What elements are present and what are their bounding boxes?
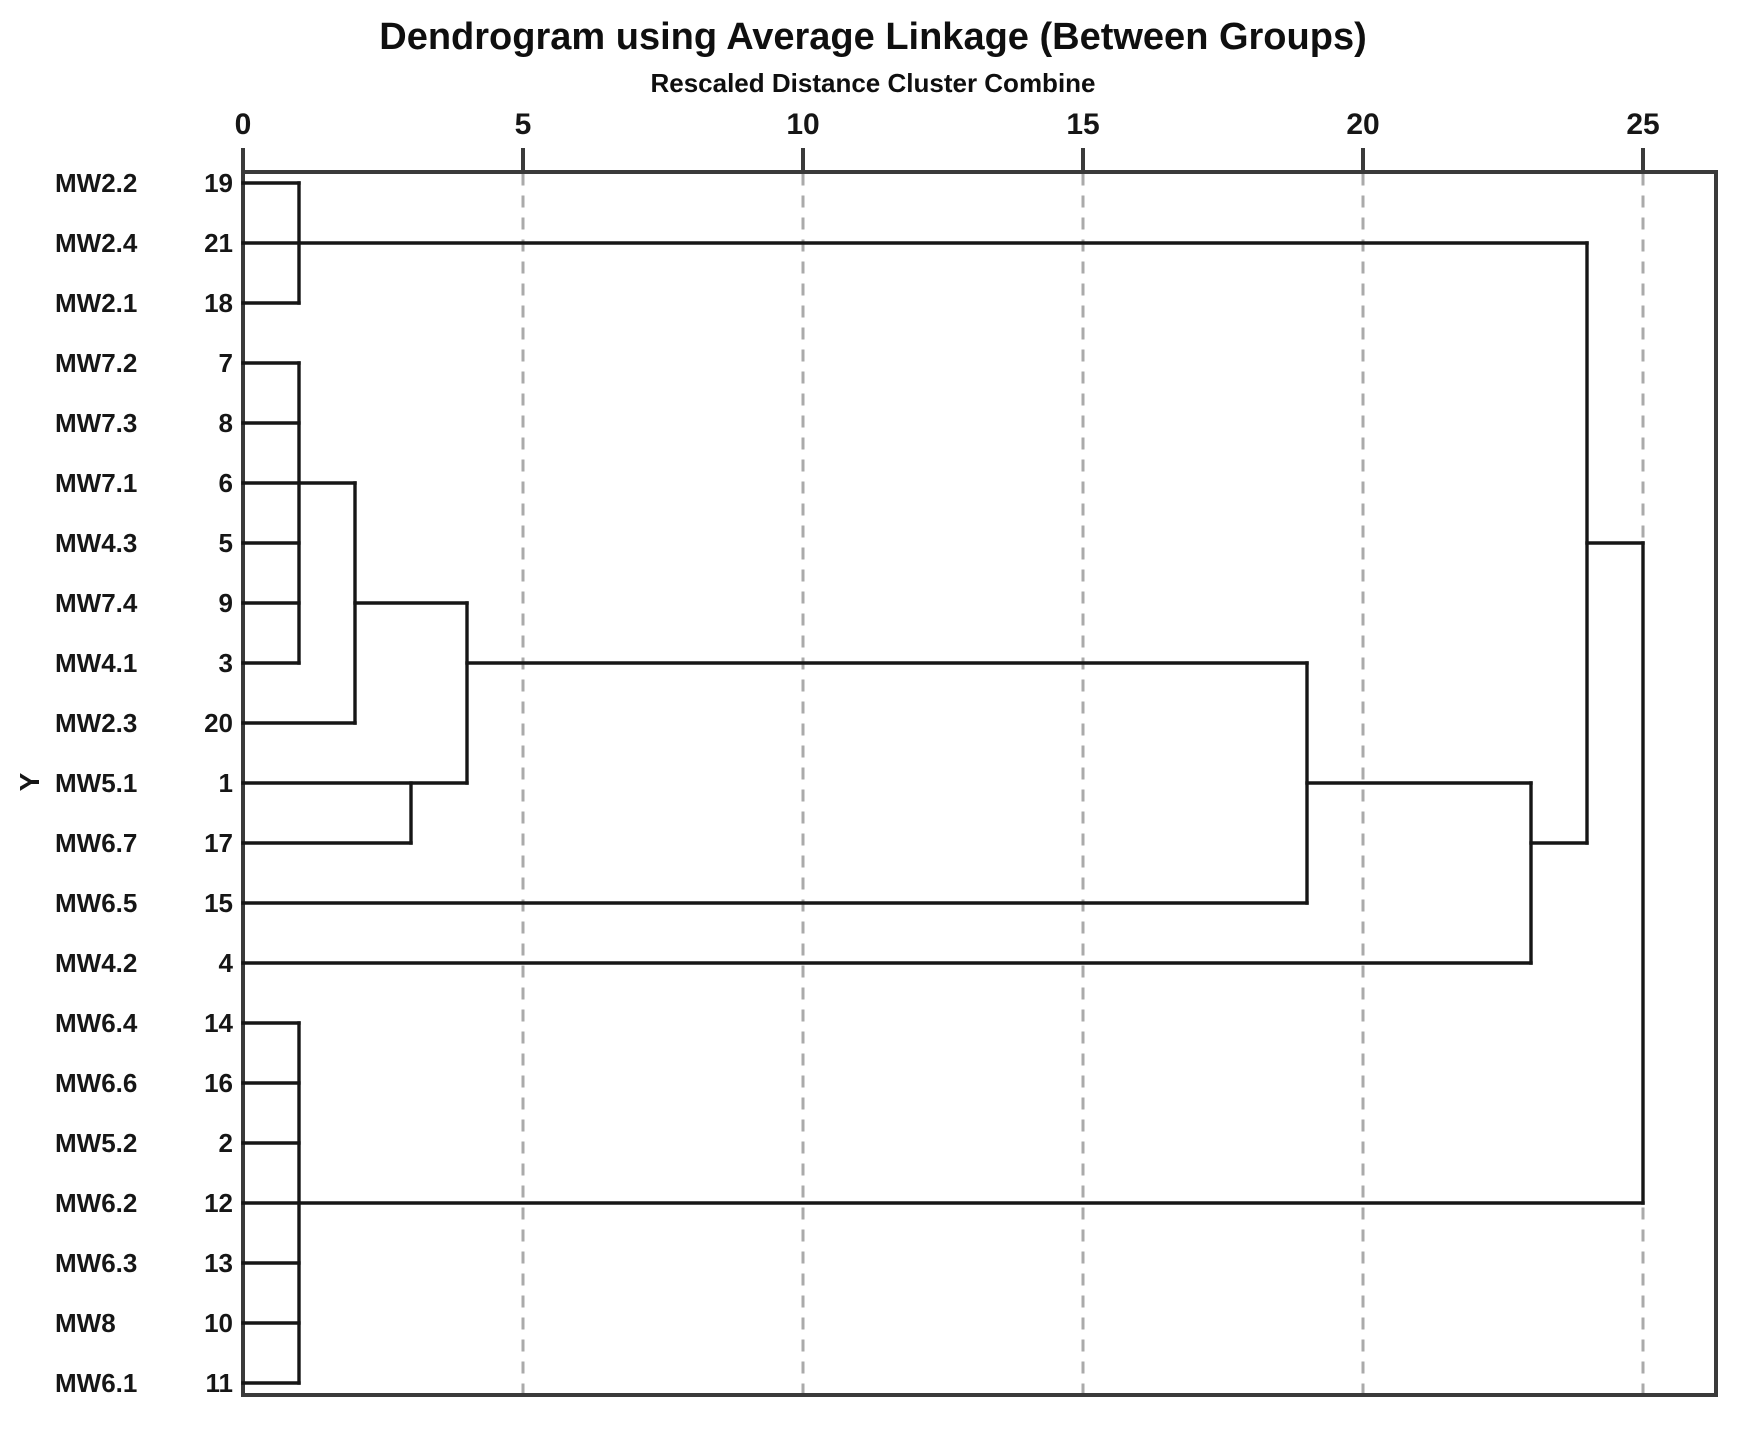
case-number: 20 [204,708,233,738]
leaf-label: MW6.5 [55,888,138,918]
case-number: 8 [218,408,233,438]
leaf-label: MW5.1 [55,768,138,798]
leaf-label: MW2.3 [55,708,138,738]
leaf-label: MW8 [55,1308,116,1338]
x-axis-tick-label: 25 [1626,108,1660,141]
case-number: 17 [204,828,233,858]
x-axis-tick-label: 5 [514,108,532,141]
x-axis-tick-label: 15 [1066,108,1100,141]
leaf-label: MW4.1 [55,648,138,678]
chart-subtitle: Rescaled Distance Cluster Combine [650,68,1096,98]
case-number: 5 [218,528,233,558]
case-number: 19 [204,168,233,198]
leaf-label: MW6.2 [55,1188,138,1218]
chart-title: Dendrogram using Average Linkage (Betwee… [379,16,1367,58]
leaf-label: MW4.2 [55,948,138,978]
case-number: 18 [204,288,233,318]
case-number: 7 [218,348,233,378]
leaf-label: MW5.2 [55,1128,138,1158]
leaf-label: MW7.1 [55,468,138,498]
case-number: 13 [204,1248,233,1278]
x-axis-tick-label: 20 [1346,108,1380,141]
case-number: 6 [218,468,233,498]
dendrogram-lines [241,181,1645,1385]
case-number: 10 [204,1308,233,1338]
leaf-label: MW7.2 [55,348,138,378]
case-number: 4 [218,948,233,978]
leaf-label: MW7.4 [55,588,138,618]
case-number: 1 [218,768,233,798]
case-number: 12 [204,1188,233,1218]
leaf-label: MW2.4 [55,228,138,258]
case-number: 16 [204,1068,233,1098]
leaf-label: MW6.6 [55,1068,138,1098]
leaf-label: MW6.1 [55,1368,138,1398]
leaf-label: MW6.7 [55,828,138,858]
x-axis-tick-label: 0 [234,108,252,141]
leaf-label: MW4.3 [55,528,138,558]
case-number: 11 [205,1368,234,1398]
leaf-label: MW6.4 [55,1008,138,1038]
case-number: 3 [218,648,233,678]
case-number: 15 [204,888,233,918]
case-number: 9 [218,588,233,618]
leaf-label: MW2.1 [55,288,138,318]
leaf-label: MW6.3 [55,1248,138,1278]
case-number: 14 [204,1008,233,1038]
axis-tick-marks [241,148,1645,174]
case-number: 21 [204,228,233,258]
leaf-label: MW7.3 [55,408,138,438]
x-axis-tick-label: 10 [786,108,820,141]
leaf-label: MW2.2 [55,168,138,198]
case-number: 2 [218,1128,233,1158]
